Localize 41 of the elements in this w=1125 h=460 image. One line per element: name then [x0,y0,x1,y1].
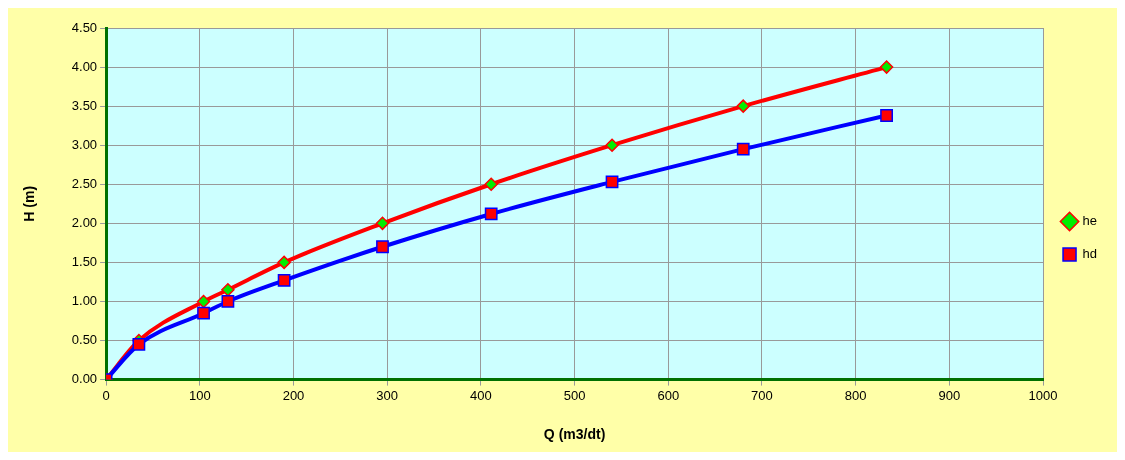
x-tick-label: 1000 [1028,387,1058,403]
y-tick-label: 1.00 [71,293,98,309]
x-tick-label: 400 [470,387,492,403]
y-tick-label: 1.50 [71,253,98,269]
point [132,338,146,351]
x-tick-label: 0 [102,387,110,403]
point [879,60,894,74]
point [375,216,390,231]
x-tick-label: 100 [188,387,211,403]
x-tick-label: 800 [844,387,867,403]
y-tick-label: 4.00 [71,58,98,74]
x-tick-label: 300 [376,387,399,403]
point [221,283,235,297]
point [484,177,498,192]
y-tick-label: 3.00 [71,136,98,152]
x-tick-label: 700 [751,387,773,403]
x-axis-title: Q (m3/dt) [543,426,606,443]
y-axis-title: H (m) [21,185,38,222]
point [484,207,498,221]
point [277,273,291,287]
point [736,99,750,113]
y-tick-label: 2.00 [71,214,98,230]
point [196,294,211,309]
point [880,109,893,122]
legend-label: hd [1082,246,1098,262]
x-tick-label: 900 [938,387,961,403]
point [277,255,291,270]
x-tick-label: 200 [282,387,305,403]
point [221,295,235,308]
point [197,306,210,320]
y-tick-label: 0.00 [71,371,98,387]
x-tick-label: 500 [563,387,586,403]
point [736,142,750,156]
y-tick-label: 4.50 [71,19,98,35]
y-tick-label: 3.50 [71,97,98,113]
y-tick-label: 2.50 [71,175,98,191]
point [605,138,619,152]
x-tick-label: 600 [657,387,680,403]
legend-label: he [1082,213,1098,229]
y-tick-label: 0.50 [71,332,98,348]
point [376,240,389,254]
